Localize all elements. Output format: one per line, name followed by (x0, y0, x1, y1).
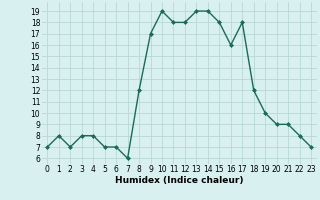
X-axis label: Humidex (Indice chaleur): Humidex (Indice chaleur) (115, 176, 244, 185)
